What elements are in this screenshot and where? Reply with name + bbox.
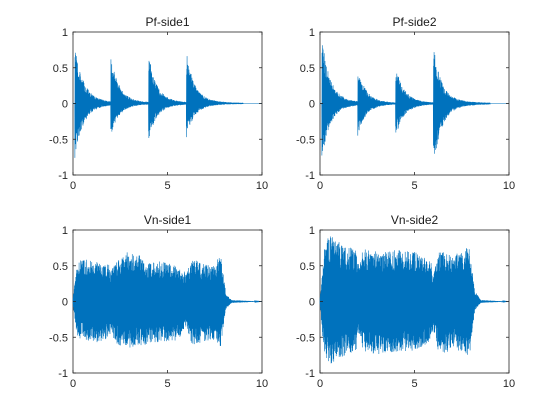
x-tick-label: 0 xyxy=(70,180,76,192)
y-tick-label: -0.5 xyxy=(49,332,68,344)
y-tick-label: 0 xyxy=(62,99,68,111)
y-tick-label: 0.5 xyxy=(300,63,315,75)
signal-line xyxy=(319,236,509,364)
plot-title: Pf-side2 xyxy=(392,15,436,29)
plot-title: Vn-side2 xyxy=(391,213,439,227)
y-tick-label: 1 xyxy=(309,225,315,237)
x-tick-label: 5 xyxy=(164,180,170,192)
y-tick-label: -0.5 xyxy=(296,332,315,344)
y-tick-label: 0.5 xyxy=(53,261,68,273)
plot-title: Pf-side1 xyxy=(145,15,189,29)
x-tick-label: 10 xyxy=(503,378,515,390)
y-tick-label: 1 xyxy=(62,27,68,39)
y-tick-label: -1 xyxy=(305,170,315,182)
y-tick-label: 0 xyxy=(62,297,68,309)
x-tick-label: 0 xyxy=(70,378,76,390)
x-tick-label: 10 xyxy=(256,378,268,390)
y-tick-label: 0.5 xyxy=(300,261,315,273)
y-tick-label: -0.5 xyxy=(49,134,68,146)
x-tick-label: 5 xyxy=(411,180,417,192)
signal-line xyxy=(72,52,262,158)
x-tick-label: 5 xyxy=(411,378,417,390)
x-tick-label: 0 xyxy=(317,378,323,390)
y-tick-label: 0 xyxy=(309,99,315,111)
y-tick-label: -1 xyxy=(305,368,315,380)
y-tick-label: 1 xyxy=(309,27,315,39)
plot-title: Vn-side1 xyxy=(144,213,192,227)
y-tick-label: 0.5 xyxy=(53,63,68,75)
y-tick-label: 1 xyxy=(62,225,68,237)
signal-line xyxy=(72,252,262,348)
y-tick-label: -1 xyxy=(58,368,68,380)
signal-line xyxy=(319,45,509,156)
x-tick-label: 5 xyxy=(164,378,170,390)
x-tick-label: 10 xyxy=(256,180,268,192)
x-tick-label: 10 xyxy=(503,180,515,192)
x-tick-label: 0 xyxy=(317,180,323,192)
y-tick-label: 0 xyxy=(309,297,315,309)
y-tick-label: -1 xyxy=(58,170,68,182)
y-tick-label: -0.5 xyxy=(296,134,315,146)
